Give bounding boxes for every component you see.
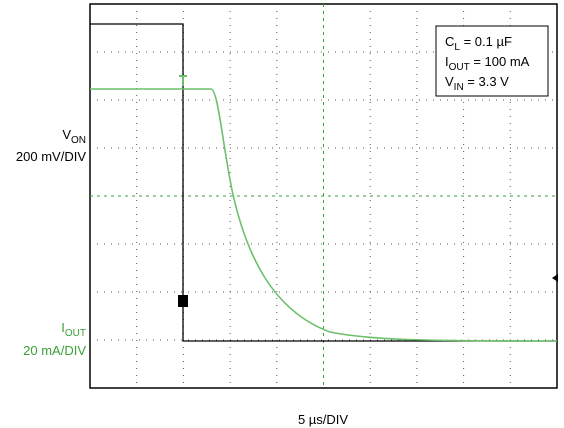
level-marker xyxy=(552,274,558,282)
trigger-marker xyxy=(178,295,188,307)
legend-sub: L xyxy=(454,42,460,53)
von-trace xyxy=(90,23,557,342)
legend-main: V xyxy=(445,74,454,89)
cursor-marker xyxy=(179,75,187,86)
legend-box xyxy=(435,25,549,97)
grid xyxy=(90,4,557,388)
iout-main: I xyxy=(61,320,65,335)
legend-entry: IOUT = 100 mA xyxy=(445,54,530,73)
iout-scale: 20 mA/DIV xyxy=(23,343,86,358)
legend-rest: = 100 mA xyxy=(470,54,530,69)
von-label: VON xyxy=(62,127,86,146)
legend-main: C xyxy=(445,34,454,49)
iout-trace xyxy=(90,88,558,342)
legend-entry: VIN = 3.3 V xyxy=(445,74,509,93)
iout-label: IOUT xyxy=(61,320,86,339)
von-main: V xyxy=(62,127,71,142)
legend-sub: OUT xyxy=(449,62,470,73)
time-scale: 5 µs/DIV xyxy=(298,412,348,427)
von-sub: ON xyxy=(71,135,86,146)
iout-sub: OUT xyxy=(65,328,86,339)
legend-entry: CL = 0.1 µF xyxy=(445,34,512,53)
legend-main: I xyxy=(445,54,449,69)
legend-rest: = 0.1 µF xyxy=(460,34,512,49)
legend-rest: = 3.3 V xyxy=(464,74,509,89)
von-scale: 200 mV/DIV xyxy=(16,149,86,164)
legend-sub: IN xyxy=(454,82,464,93)
